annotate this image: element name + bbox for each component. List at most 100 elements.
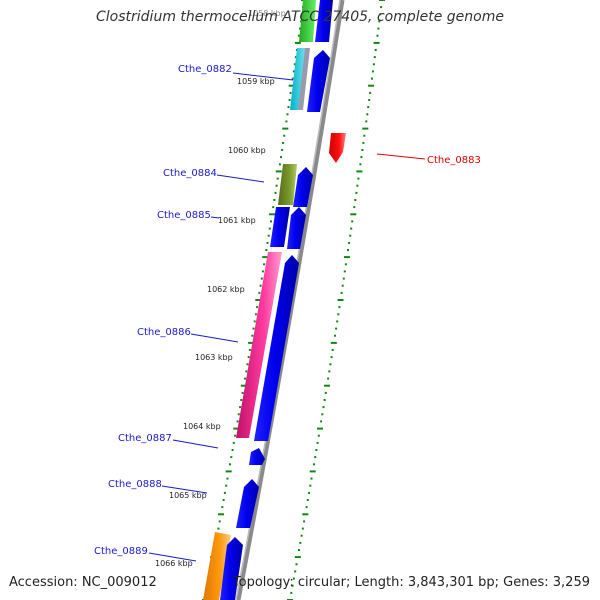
inner-tick [286,113,289,116]
outer-tick [317,427,323,430]
inner-tick [252,327,255,330]
inner-tick [230,456,233,459]
inner-tick [240,384,247,387]
inner-tick [265,249,268,251]
inner-tick [293,63,296,66]
inner-tick [241,391,244,394]
outer-tick [350,227,353,230]
outer-tick [322,406,325,409]
inner-tick [244,377,246,380]
inner-tick [232,441,235,444]
outer-tick [329,363,332,366]
inner-tick [229,463,231,466]
inner-tick [294,41,301,44]
outer-tick [379,0,385,1]
outer-tick [371,77,373,80]
inner-tick [218,513,224,516]
kbp-label-1063: 1063 kbp [195,353,233,362]
outer-tick [335,327,338,330]
inner-tick [262,256,269,259]
outer-tick [368,84,375,87]
outer-tick [315,449,318,451]
outer-tick [299,541,302,544]
inner-tick [278,163,281,166]
gene-label-cthe-0882[interactable]: Cthe_0882 [178,64,232,75]
gene-label-cthe-0885[interactable]: Cthe_0885 [157,210,211,221]
inner-tick [256,306,259,309]
outer-tick [362,141,365,144]
outer-tick [294,556,301,559]
gene-feature-green [299,0,316,42]
gene-feature-gray [298,48,310,110]
outer-tick [314,456,317,459]
outer-tick [356,184,359,187]
gene-label-cthe-0888[interactable]: Cthe_0888 [108,479,162,490]
gene-label-cthe-0883[interactable]: Cthe_0883 [427,155,481,166]
inner-tick [248,341,255,344]
gene-label-cthe-0887[interactable]: Cthe_0887 [118,433,172,444]
outer-tick [376,34,379,37]
inner-tick [291,77,294,80]
outer-tick [337,313,340,316]
outer-tick [347,249,349,251]
outer-tick [367,106,370,109]
gene-feature-blue-0887 [249,448,265,465]
outer-tick [337,299,344,301]
inner-tick [261,270,264,273]
outer-tick [295,563,298,566]
inner-tick [253,320,256,323]
gene-label-cthe-0889[interactable]: Cthe_0889 [94,546,148,557]
outer-tick [290,591,293,594]
label-leaders [148,72,426,562]
kbp-label-1059: 1059 kbp [237,77,275,86]
inner-tick [239,406,242,409]
gene-feature-blue-0885 [287,207,306,249]
inner-tick [280,156,282,159]
inner-tick [246,363,249,366]
kbp-label-1060: 1060 kbp [228,146,266,155]
inner-tick [217,527,220,530]
gene-labels: Cthe_0882 Cthe_0883 Cthe_0884 Cthe_0885 … [94,64,481,557]
inner-tick [240,399,243,401]
inner-tick [221,506,224,509]
outer-tick [334,334,336,337]
outer-tick [291,584,294,587]
gene-label-cthe-0886[interactable]: Cthe_0886 [137,327,191,338]
outer-tick [300,534,303,537]
inner-tick [299,27,301,30]
outer-tick [374,49,377,51]
inner-tick [289,91,292,94]
gene-feature-cthe-0886 [236,252,282,438]
inner-tick [236,420,239,423]
outer-tick [354,199,357,201]
outer-tick [340,291,343,294]
outer-tick [320,420,323,423]
outer-tick [317,434,320,437]
outer-tick [341,284,344,287]
inner-tick [237,413,240,416]
outer-tick [363,134,366,137]
outer-tick [344,263,347,266]
gene-feature-blue-0882 [307,50,330,112]
outer-tick [360,156,363,159]
kbp-label-1065: 1065 kbp [169,491,207,500]
outer-tick [294,570,297,573]
inner-tick [218,520,221,523]
outer-tick [356,170,363,173]
outer-tick [298,549,300,551]
outer-tick [365,120,368,123]
forward-strand-features [220,0,333,600]
inner-tick [251,334,254,337]
outer-tick [379,13,382,16]
inner-tick [294,56,297,59]
outer-tick [324,391,327,394]
position-ticks-outer [287,0,385,600]
outer-tick [362,127,369,130]
inner-tick [282,127,289,130]
gene-feature-cthe-0884 [278,164,297,205]
gene-label-cthe-0884[interactable]: Cthe_0884 [163,168,217,179]
outer-tick [373,56,376,59]
inner-tick [288,99,291,101]
outer-tick [351,220,354,223]
outer-tick [306,499,309,501]
